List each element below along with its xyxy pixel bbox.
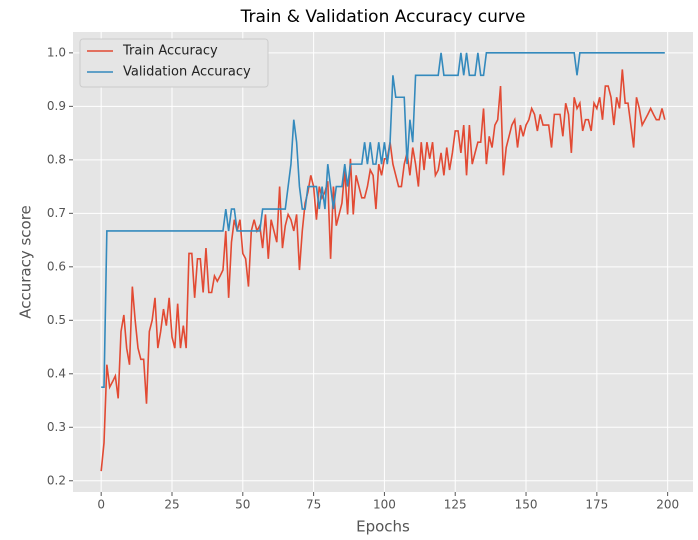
y-tick-label: 0.4	[47, 366, 66, 380]
x-tick-label: 125	[444, 498, 467, 512]
legend-box	[79, 38, 269, 88]
y-tick-label: 0.2	[47, 473, 66, 487]
series-line	[101, 52, 665, 388]
x-axis-label: Epochs	[356, 518, 410, 536]
x-tick-label: 50	[235, 498, 250, 512]
x-tick-label: 75	[306, 498, 321, 512]
y-tick-label: 0.6	[47, 259, 66, 273]
x-tick-label: 25	[164, 498, 179, 512]
legend-label: Train Accuracy	[122, 44, 218, 59]
x-tick-label: 100	[373, 498, 396, 512]
x-tick-label: 175	[585, 498, 608, 512]
y-tick-label: 0.8	[47, 152, 66, 166]
y-axis-label: Accuracy score	[17, 205, 35, 319]
y-tick-label: 0.7	[47, 206, 66, 220]
legend-label: Validation Accuracy	[123, 65, 251, 80]
x-tick-label: 150	[515, 498, 538, 512]
x-tick-label: 0	[97, 498, 105, 512]
series-line	[100, 69, 666, 472]
chart-title: Train & Validation Accuracy curve	[240, 7, 526, 27]
plot-area	[73, 32, 693, 492]
y-tick-label: 0.5	[47, 313, 66, 327]
y-tick-label: 1.0	[47, 45, 66, 59]
y-tick-label: 0.3	[47, 420, 66, 434]
y-tick-label: 0.9	[47, 99, 66, 113]
x-tick-label: 200	[656, 498, 679, 512]
